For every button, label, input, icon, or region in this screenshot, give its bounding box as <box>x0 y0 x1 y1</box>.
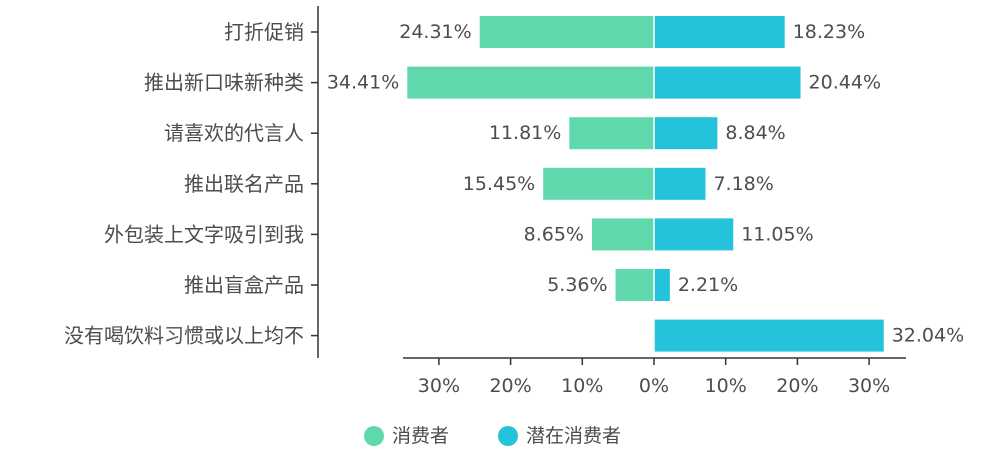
x-tick-label: 20% <box>489 375 531 397</box>
bar-potential-consumer <box>654 218 734 251</box>
x-tick-label: 20% <box>776 375 818 397</box>
legend: 消费者 潜在消费者 <box>364 425 621 447</box>
bar-consumer <box>591 218 654 251</box>
bar-potential-consumer <box>654 16 785 48</box>
value-label-potential-consumer: 18.23% <box>793 21 865 43</box>
value-label-potential-consumer: 7.18% <box>713 173 773 195</box>
legend-swatch-potential-consumer <box>498 426 518 446</box>
legend-swatch-consumer <box>364 426 384 446</box>
value-label-potential-consumer: 2.21% <box>678 274 738 296</box>
bar-potential-consumer <box>654 66 801 99</box>
bar-consumer <box>569 117 654 150</box>
bar-potential-consumer <box>654 269 670 301</box>
value-labels-group: 24.31% 18.23% 34.41% 20.44% 11.81% 8.84% 15.45… <box>327 21 964 347</box>
value-label-consumer: 8.65% <box>524 223 584 245</box>
value-label-consumer: 34.41% <box>327 72 399 94</box>
category-label: 推出联名产品 <box>184 172 304 196</box>
legend-label-consumer: 消费者 <box>392 425 449 447</box>
bar-consumer <box>615 269 654 301</box>
x-tick-label: 10% <box>705 375 747 397</box>
value-label-consumer: 15.45% <box>463 173 535 195</box>
category-label: 推出盲盒产品 <box>184 273 304 297</box>
bar-consumer <box>543 167 654 200</box>
value-label-potential-consumer: 11.05% <box>741 223 813 245</box>
bar-potential-consumer <box>654 167 706 200</box>
x-tick-label: 10% <box>561 375 603 397</box>
bar-potential-consumer <box>654 117 718 150</box>
value-label-potential-consumer: 8.84% <box>725 122 785 144</box>
value-label-consumer: 5.36% <box>547 274 607 296</box>
category-labels-group: 打折促销推出新口味新种类请喜欢的代言人推出联名产品外包装上文字吸引到我推出盲盒产… <box>64 20 318 348</box>
bar-consumer <box>407 66 654 99</box>
x-tick-label: 0% <box>639 375 669 397</box>
x-tick-label: 30% <box>848 375 890 397</box>
bar-consumer <box>479 16 654 48</box>
x-tick-label: 30% <box>418 375 460 397</box>
x-ticks-group: 30% 20% 10% 0% 10% 20% 30% <box>418 358 890 397</box>
value-label-consumer: 11.81% <box>489 122 561 144</box>
bar-potential-consumer <box>654 319 884 352</box>
value-label-potential-consumer: 32.04% <box>892 325 964 347</box>
bars-group <box>407 16 884 352</box>
value-label-potential-consumer: 20.44% <box>809 72 881 94</box>
category-label: 没有喝饮料习惯或以上均不 <box>64 324 304 348</box>
category-label: 请喜欢的代言人 <box>164 121 304 145</box>
legend-label-potential-consumer: 潜在消费者 <box>526 425 621 447</box>
value-label-consumer: 24.31% <box>399 21 471 43</box>
category-label: 推出新口味新种类 <box>144 71 304 95</box>
category-label: 打折促销 <box>224 20 304 44</box>
category-label: 外包装上文字吸引到我 <box>104 222 304 246</box>
